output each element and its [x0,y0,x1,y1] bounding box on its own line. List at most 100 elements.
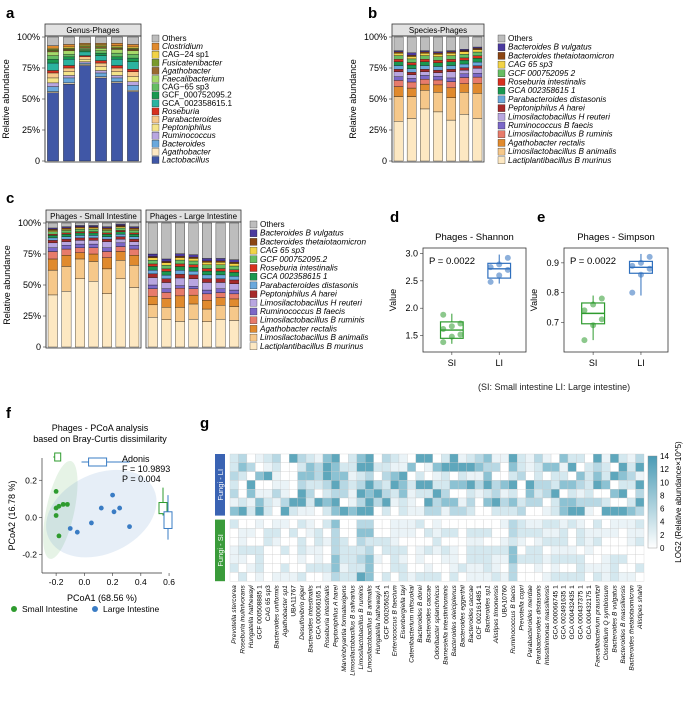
heatmap-cell [432,471,442,481]
heatmap-cell [542,537,552,547]
bar-segment-b [446,52,456,56]
heatmap-cell [508,528,518,538]
bar-segment-b [433,84,443,93]
heatmap-cell [297,528,307,538]
tick-label-e: 0.8 [546,288,559,298]
heatmap-cell [390,563,400,573]
heatmap-cell [517,506,526,516]
legend-key-a [151,123,160,132]
bar-segment-a [111,77,123,82]
bar-segment-c [161,262,172,266]
bar-segment-b [459,69,470,75]
tick-label-c: 100% [18,218,41,228]
heatmap-cell [356,462,366,472]
legend-label-b: CAG 65 sp3 [508,60,553,69]
legend-key-c [249,342,258,350]
heatmap-cell [415,554,425,564]
heatmap-cell [567,563,577,573]
heatmap-cell [500,506,509,516]
bar-segment-b [393,71,404,77]
heatmap-cell [255,554,264,564]
heatmap-cell [559,462,569,472]
bar-segment-b [459,60,470,65]
bar-segment-b [472,36,483,48]
heatmap-column-label: Bacteroides thetaiotaomicron [628,585,635,671]
legend-label-b: Peptoniphilus A harei [508,104,585,113]
bar-segment-c [88,247,99,255]
heatmap-cell [593,480,602,490]
bar-segment-b [433,79,443,86]
heatmap-cell [584,506,594,516]
bar-segment-c [75,235,85,239]
heatmap-cell [280,506,290,516]
heatmap-cell [457,563,467,573]
bar-segment-c [175,222,185,254]
bar-segment-c [61,230,72,234]
heatmap-cell [500,480,509,490]
heatmap-cell [255,471,264,481]
heatmap-cell [542,497,552,507]
heatmap-cell [373,572,383,582]
bar-segment-b [459,63,470,68]
heatmap-cell [449,537,459,547]
legend-key-a [151,83,160,91]
bar-segment-a [111,36,123,44]
heatmap-cell [534,537,543,547]
bar-segment-c [161,298,172,308]
heatmap-cell [500,489,509,499]
x-axis-label-f: PCoA1 (68.56 %) [67,593,137,603]
legend-key-b [497,113,506,121]
bar-segment-c [229,275,240,281]
heatmap-cell [381,489,391,499]
colorbar-tick-label: 2 [660,531,665,540]
tick-label-b: 100% [364,32,387,42]
heatmap-cell [593,506,602,516]
heatmap-cell [415,489,425,499]
legend-key-a [151,99,160,107]
bar-segment-c [102,227,112,230]
heatmap-cell [626,506,636,516]
heatmap-cell [559,506,569,516]
heatmap-cell [593,519,602,529]
point-d-LI [504,254,511,261]
bar-segment-b [420,55,430,60]
bar-segment-b [406,55,417,57]
legend-label-b: Bacteroides thetaiotaomicron [508,51,614,60]
point-e-LI [637,259,644,266]
bar-segment-c [147,317,158,348]
legend-label-a: Peptoniphilus [162,123,211,132]
heatmap-cell [508,462,518,472]
heatmap-cell [432,497,442,507]
bar-segment-c [215,268,226,272]
heatmap-cell [474,497,484,507]
legend-label-a: Parabacteroides [162,115,222,124]
heatmap-cell [610,545,619,555]
bar-segment-b [472,83,483,94]
bar-segment-c [215,297,226,306]
heatmap-cell [263,554,273,564]
tick-label-a: 25% [22,125,40,135]
legend-key-a [151,140,160,148]
heatmap-cell [601,453,611,463]
legend-label-b: Bacteroides B vulgatus [508,43,592,52]
bar-segment-c [129,287,140,348]
heatmap-cell [229,453,239,463]
bar-segment-c [129,233,140,237]
heatmap-cell [339,537,349,547]
heatmap-cell [500,528,509,538]
heatmap-column-label: Limosilactobacillus B ruminis [358,585,365,670]
heatmap-cell [314,563,324,573]
heatmap-cell [365,572,374,582]
heatmap-cell [593,563,602,573]
heatmap-cell [238,462,248,472]
heatmap-cell [576,471,586,481]
bar-segment-c [175,253,185,257]
heatmap-column-label: CAG 65 sp3 [265,585,272,621]
tick-label-b: 50% [369,94,387,104]
point-d-LI [487,278,494,285]
heatmap-cell [635,519,645,529]
bar-segment-c [202,268,212,272]
heatmap-cell [432,480,442,490]
heatmap-cell [534,462,543,472]
legend-key-b [497,147,506,156]
